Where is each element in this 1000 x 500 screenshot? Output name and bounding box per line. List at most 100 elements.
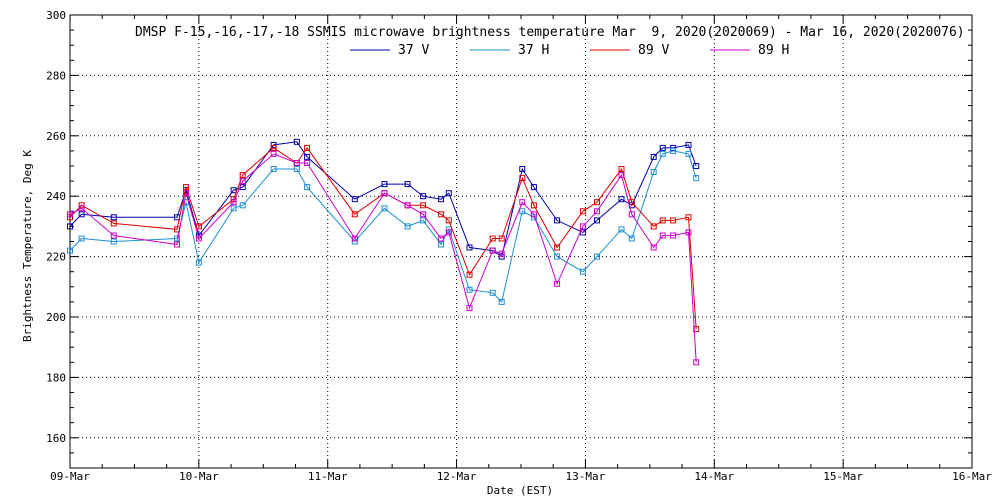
data-point-marker — [239, 172, 246, 179]
data-point-marker — [519, 166, 526, 172]
y-axis-label: Brightness Temperature, Deg K — [21, 150, 34, 342]
data-point-marker — [78, 211, 85, 218]
data-point-marker — [650, 223, 657, 230]
data-point-marker — [445, 229, 452, 236]
data-point-marker — [466, 271, 473, 278]
data-point-marker — [270, 150, 277, 157]
data-point-marker — [554, 280, 561, 287]
data-point-marker — [183, 184, 189, 191]
x-tick-labels: 09-Mar 10-Mar 11-Mar 12-Mar 13-Mar 14-Mar 15-M… — [50, 470, 992, 483]
data-point-marker — [530, 211, 537, 218]
x-tick-label: 14-Mar — [694, 470, 734, 483]
data-point-marker — [304, 144, 311, 151]
data-point-marker — [381, 205, 388, 212]
data-point-marker — [110, 232, 117, 239]
x-tick-label: 11-Mar — [308, 470, 348, 483]
data-point-marker — [445, 190, 452, 197]
data-point-marker — [230, 205, 237, 212]
data-point-marker — [195, 223, 202, 230]
data-point-marker — [195, 259, 202, 266]
data-point-marker — [650, 153, 657, 160]
data-point-marker — [67, 223, 73, 230]
data-point-marker — [404, 181, 411, 188]
data-point-marker — [519, 175, 526, 182]
data-point-marker — [685, 150, 692, 157]
data-point-marker — [693, 175, 700, 182]
data-point-marker — [659, 150, 666, 157]
data-point-marker — [293, 166, 300, 172]
data-point-marker — [304, 160, 311, 166]
data-point-marker — [628, 199, 635, 206]
y-tick-label: 220 — [46, 251, 66, 264]
axis-ticks — [69, 14, 973, 469]
plot-frame — [69, 14, 973, 469]
data-point-marker — [489, 247, 496, 254]
series-line — [69, 153, 697, 363]
data-point-marker — [594, 199, 600, 206]
data-point-marker — [628, 235, 635, 242]
y-tick-labels: 160 180 200 220 240 260 280 300 — [46, 9, 66, 445]
data-point-marker — [670, 217, 677, 224]
y-tick-label: 180 — [46, 371, 66, 384]
data-point-marker — [489, 235, 496, 242]
data-point-marker — [404, 223, 411, 230]
data-point-marker — [650, 244, 657, 251]
data-point-marker — [239, 178, 246, 185]
data-point-marker — [110, 214, 117, 221]
data-point-marker — [78, 205, 85, 212]
data-point-marker — [466, 244, 473, 251]
data-point-marker — [693, 359, 700, 366]
data-point-marker — [659, 217, 666, 224]
data-point-marker — [381, 190, 388, 197]
series-89v — [67, 144, 700, 333]
data-point-marker — [618, 166, 625, 172]
chart-title: DMSP F-15,-16,-17,-18 SSMIS microwave br… — [135, 25, 965, 40]
data-point-marker — [381, 181, 388, 188]
data-point-marker — [650, 169, 657, 175]
data-point-marker — [579, 268, 586, 275]
data-point-marker — [293, 138, 300, 145]
data-point-marker — [554, 217, 561, 224]
data-point-marker — [659, 232, 666, 239]
legend-label: 89 H — [758, 43, 789, 58]
data-point-marker — [693, 163, 700, 169]
data-point-marker — [110, 220, 117, 227]
grid-lines — [70, 15, 972, 468]
y-tick-label: 260 — [46, 130, 66, 143]
x-tick-label: 12-Mar — [437, 470, 477, 483]
data-point-marker — [519, 208, 526, 215]
data-point-marker — [438, 235, 445, 242]
data-point-marker — [67, 211, 73, 218]
data-point-marker — [530, 184, 537, 191]
data-point-marker — [519, 199, 526, 206]
series-layer — [67, 138, 700, 366]
legend: 37 V 37 H 89 V 89 H — [350, 43, 789, 58]
data-point-marker — [270, 166, 277, 172]
data-point-marker — [174, 241, 180, 248]
data-point-marker — [466, 304, 473, 311]
y-tick-label: 160 — [46, 432, 66, 445]
x-tick-label: 09-Mar — [50, 470, 90, 483]
data-point-marker — [466, 286, 473, 293]
data-point-marker — [420, 211, 427, 218]
data-point-marker — [579, 208, 586, 215]
data-point-marker — [618, 226, 625, 233]
data-point-marker — [438, 241, 445, 248]
data-point-marker — [618, 196, 625, 203]
data-point-marker — [685, 229, 692, 236]
data-point-marker — [230, 187, 237, 194]
data-point-marker — [498, 250, 505, 257]
data-point-marker — [67, 247, 73, 254]
legend-label: 89 V — [638, 43, 669, 58]
data-point-marker — [685, 214, 692, 221]
data-point-marker — [110, 238, 117, 245]
data-point-marker — [195, 235, 202, 242]
data-point-marker — [304, 184, 311, 191]
data-point-marker — [174, 235, 180, 242]
data-point-marker — [420, 202, 427, 209]
data-point-marker — [489, 289, 496, 296]
data-point-marker — [304, 153, 311, 160]
data-point-marker — [420, 193, 427, 200]
legend-label: 37 H — [518, 43, 549, 58]
